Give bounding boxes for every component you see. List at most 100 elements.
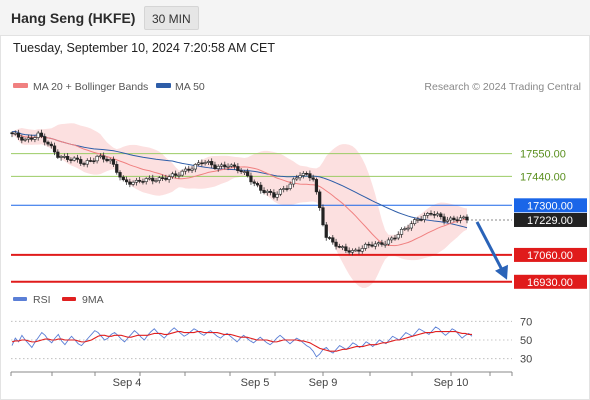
candle <box>82 163 86 165</box>
candle <box>458 217 463 221</box>
candle <box>164 177 168 180</box>
resistance-label: 17440.00 <box>520 171 566 183</box>
candle <box>439 213 443 218</box>
last-price-tag <box>514 212 587 227</box>
candle <box>301 173 305 176</box>
price-chart: 17550.00 17440.00 17300.00 17229.00 17060.00… <box>10 123 587 289</box>
candle <box>403 228 407 230</box>
candle <box>128 181 132 185</box>
candle <box>262 190 266 193</box>
candle <box>445 219 449 222</box>
candle <box>43 136 47 143</box>
time-axis-label: Sep 4 <box>113 377 142 389</box>
candle <box>92 160 96 163</box>
support-tag <box>514 247 587 262</box>
candle <box>298 175 302 179</box>
support-label: 16930.00 <box>527 277 573 289</box>
candle <box>66 156 70 160</box>
candle <box>33 137 37 140</box>
candle <box>268 190 273 193</box>
candle <box>170 173 174 178</box>
candle <box>239 170 243 173</box>
candle <box>305 173 309 175</box>
pivot-label: 17300.00 <box>527 200 573 212</box>
candle <box>242 171 247 173</box>
candle <box>272 192 276 198</box>
time-axis: Sep 4 Sep 5 Sep 9 Sep 10 <box>10 371 513 389</box>
candle <box>321 207 325 226</box>
candle <box>232 164 237 167</box>
candle <box>252 181 256 184</box>
ma20-legend-swatch <box>13 83 28 88</box>
candle <box>318 191 322 209</box>
ma50-line <box>11 130 468 229</box>
copyright-text: Research © 2024 Trading Central <box>424 81 581 93</box>
candle <box>278 189 283 195</box>
candle <box>373 243 377 247</box>
candle <box>334 241 338 247</box>
candle <box>442 216 446 222</box>
candle <box>285 188 289 190</box>
candle <box>465 216 469 221</box>
rsi-9ma-line <box>11 331 472 352</box>
candle <box>196 162 201 165</box>
candle <box>249 175 253 183</box>
ma9-legend-swatch <box>62 297 76 301</box>
candle <box>193 164 197 170</box>
candle <box>16 132 21 138</box>
last-price-label: 17229.00 <box>527 215 573 227</box>
candle <box>455 219 459 222</box>
candle <box>419 219 423 221</box>
candle <box>219 164 224 167</box>
candle <box>462 216 466 219</box>
candle <box>154 180 158 182</box>
candle <box>265 190 269 193</box>
candle <box>396 234 400 239</box>
candle <box>134 179 138 183</box>
candle <box>429 213 433 215</box>
candle <box>210 161 214 166</box>
candle <box>52 145 57 153</box>
candle <box>255 183 260 186</box>
candle <box>111 159 116 165</box>
candle <box>390 237 394 241</box>
candle <box>409 223 413 229</box>
candle <box>190 168 194 171</box>
candle <box>354 249 358 252</box>
candle <box>10 132 14 135</box>
forecast-arrow-shaft <box>475 221 504 271</box>
candle <box>383 243 387 246</box>
candle <box>331 237 335 243</box>
candle <box>337 246 341 248</box>
candle <box>144 178 148 182</box>
candle <box>124 179 129 183</box>
rsi-tick-label: 30 <box>520 354 532 366</box>
candle <box>363 243 368 249</box>
candle <box>177 174 181 177</box>
bollinger-band <box>12 123 467 288</box>
support-tag <box>514 274 587 289</box>
candle <box>39 132 44 137</box>
candle <box>357 249 361 252</box>
candle <box>327 237 332 239</box>
candle <box>308 173 312 179</box>
timeframe-button[interactable]: 30 MIN <box>144 6 199 30</box>
candle <box>141 181 145 183</box>
candle <box>147 177 152 180</box>
candle <box>23 138 27 141</box>
candle <box>449 217 453 221</box>
ma50-legend-swatch <box>156 83 171 88</box>
candle <box>59 156 63 158</box>
candle <box>102 155 106 160</box>
candle <box>367 243 371 246</box>
candle <box>226 166 230 168</box>
candle <box>223 164 227 168</box>
candle <box>115 164 119 173</box>
candle <box>206 161 211 163</box>
candle <box>432 214 436 216</box>
candle <box>13 132 17 135</box>
candle <box>121 176 125 181</box>
ma50-legend-label: MA 50 <box>175 81 205 93</box>
candle <box>49 143 53 147</box>
candle <box>187 168 191 171</box>
